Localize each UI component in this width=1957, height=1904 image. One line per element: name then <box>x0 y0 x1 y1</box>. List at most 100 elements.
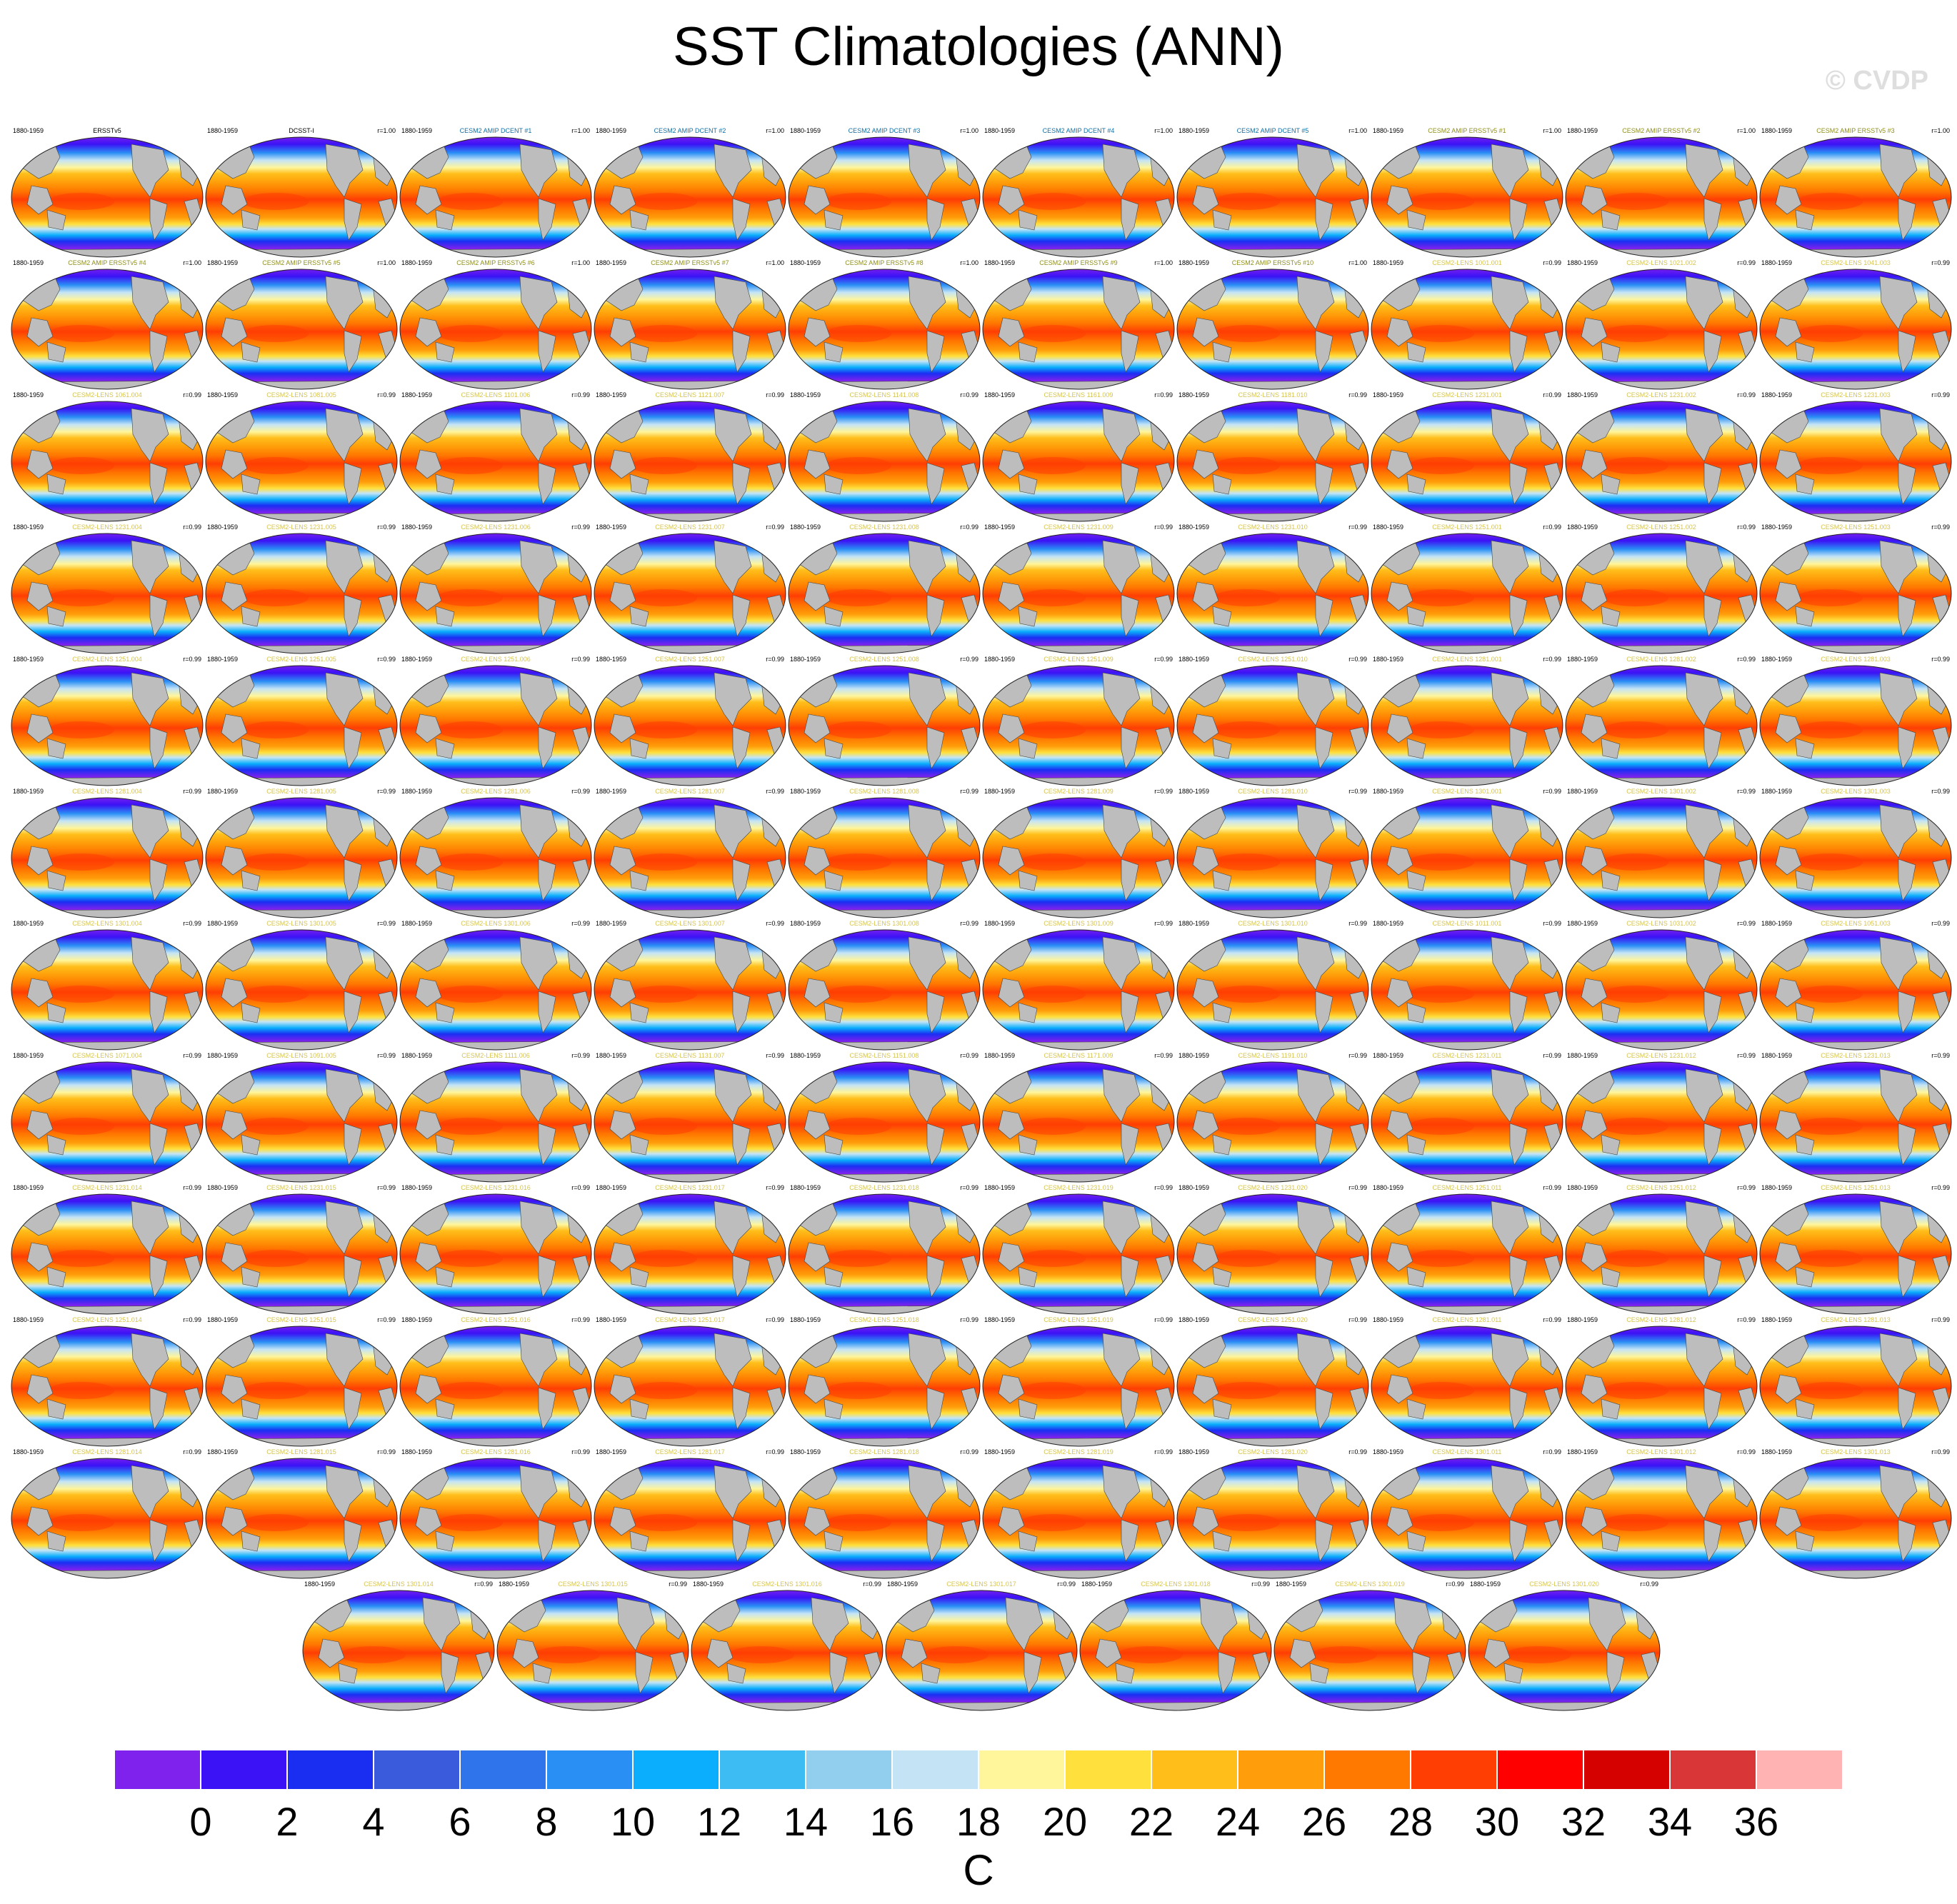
panel-correlation: r=0.99 <box>1737 920 1756 927</box>
world-map <box>399 664 593 787</box>
panel-period: 1880-1959 <box>596 1448 627 1455</box>
panel-period: 1880-1959 <box>1178 1316 1210 1323</box>
world-map <box>1564 664 1758 787</box>
world-map <box>10 136 204 259</box>
panel-name: CESM2-LENS 1251.018 <box>849 1316 919 1323</box>
panel-period: 1880-1959 <box>1178 656 1210 663</box>
panel-period: 1880-1959 <box>1081 1580 1113 1588</box>
world-map <box>1758 532 1953 655</box>
panel-correlation: r=0.99 <box>377 523 396 531</box>
map-panel: 1880-1959 CESM2-LENS 1251.003 r=0.99 <box>1758 523 1953 656</box>
map-panel: 1880-1959 CESM2-LENS 1251.017 r=0.99 <box>593 1316 787 1449</box>
panel-name: CESM2-LENS 1301.007 <box>655 920 725 927</box>
world-map <box>593 1061 787 1183</box>
panel-correlation: r=1.00 <box>960 259 978 266</box>
map-panel: 1880-1959 CESM2-LENS 1251.014 r=0.99 <box>10 1316 204 1449</box>
panel-period: 1880-1959 <box>1567 391 1598 399</box>
colorbar-box <box>1324 1750 1411 1790</box>
panel-name: CESM2-LENS 1251.013 <box>1821 1184 1891 1191</box>
panel-period: 1880-1959 <box>1373 1448 1404 1455</box>
world-map <box>399 532 593 655</box>
panel-name: CESM2 AMIP DCENT #3 <box>848 127 921 134</box>
panel-correlation: r=0.99 <box>960 1448 978 1455</box>
colorbar-tick-label: 36 <box>1733 1799 1779 1844</box>
panel-name: CESM2-LENS 1301.009 <box>1043 920 1113 927</box>
panel-period: 1880-1959 <box>1373 1316 1404 1323</box>
panel-name: CESM2-LENS 1251.004 <box>72 656 142 663</box>
panel-correlation: r=0.99 <box>1154 1448 1173 1455</box>
map-panel: 1880-1959 CESM2-LENS 1121.007 r=0.99 <box>593 391 787 524</box>
panel-name: CESM2-LENS 1301.002 <box>1626 788 1696 795</box>
panel-name: CESM2-LENS 1301.004 <box>72 920 142 927</box>
panel-period: 1880-1959 <box>1761 1052 1793 1059</box>
world-map <box>399 1457 593 1580</box>
panel-correlation: r=0.99 <box>1348 1052 1367 1059</box>
panel-period: 1880-1959 <box>790 259 821 266</box>
panel-period: 1880-1959 <box>207 656 239 663</box>
panel-period: 1880-1959 <box>596 391 627 399</box>
panel-period: 1880-1959 <box>1761 127 1793 134</box>
panel-correlation: r=0.99 <box>1348 1316 1367 1323</box>
world-map <box>787 268 981 391</box>
map-panel: 1880-1959 CESM2-LENS 1111.006 r=0.99 <box>399 1052 593 1185</box>
world-map <box>1370 1061 1564 1183</box>
panel-period: 1880-1959 <box>1373 127 1404 134</box>
panel-period: 1880-1959 <box>693 1580 724 1588</box>
panel-name: CESM2-LENS 1251.011 <box>1432 1184 1502 1191</box>
panel-period: 1880-1959 <box>401 788 433 795</box>
world-map <box>204 1193 399 1316</box>
map-panel: 1880-1959 CESM2-LENS 1301.010 r=0.99 <box>1176 920 1370 1053</box>
panel-correlation: r=0.99 <box>960 1184 978 1191</box>
world-map <box>1370 1193 1564 1316</box>
panel-name: CESM2-LENS 1251.017 <box>655 1316 725 1323</box>
panel-name: CESM2-LENS 1251.007 <box>655 656 725 663</box>
map-panel: 1880-1959 CESM2-LENS 1171.009 r=0.99 <box>981 1052 1176 1185</box>
panel-correlation: r=0.99 <box>571 656 590 663</box>
map-panel: 1880-1959 CESM2-LENS 1301.013 r=0.99 <box>1758 1448 1953 1581</box>
colorbar-box <box>1065 1750 1151 1790</box>
watermark-logo: © CVDP <box>1825 66 1928 96</box>
panel-correlation: r=0.99 <box>183 656 201 663</box>
world-map <box>204 268 399 391</box>
colorbar-tick-label: 34 <box>1647 1799 1693 1844</box>
world-map <box>1273 1589 1467 1712</box>
panel-correlation: r=0.99 <box>1931 656 1950 663</box>
panel-name: CESM2-LENS 1231.013 <box>1821 1052 1891 1059</box>
map-panel: 1880-1959 CESM2-LENS 1301.018 r=0.99 <box>1078 1580 1273 1713</box>
world-map <box>593 136 787 259</box>
world-map <box>496 1589 690 1712</box>
world-map <box>399 1193 593 1316</box>
colorbar-box <box>287 1750 374 1790</box>
panel-name: CESM2-LENS 1251.005 <box>266 656 336 663</box>
map-panel: 1880-1959 CESM2-LENS 1011.001 r=0.99 <box>1370 920 1564 1053</box>
panel-period: 1880-1959 <box>596 920 627 927</box>
colorbar-box <box>114 1750 201 1790</box>
world-map <box>593 1457 787 1580</box>
world-map <box>981 532 1176 655</box>
panel-name: CESM2-LENS 1251.009 <box>1043 656 1113 663</box>
panel-name: CESM2-LENS 1281.018 <box>849 1448 919 1455</box>
panel-name: CESM2-LENS 1061.004 <box>72 391 142 399</box>
world-map <box>1564 400 1758 523</box>
panel-name: CESM2-LENS 1151.008 <box>849 1052 919 1059</box>
panel-name: CESM2-LENS 1281.017 <box>655 1448 725 1455</box>
panel-name: CESM2 AMIP DCENT #1 <box>459 127 532 134</box>
panel-period: 1880-1959 <box>596 259 627 266</box>
colorbar-tick-label: 26 <box>1301 1799 1347 1844</box>
panel-period: 1880-1959 <box>984 920 1016 927</box>
colorbar-box <box>978 1750 1065 1790</box>
panel-correlation: r=0.99 <box>1737 1448 1756 1455</box>
panel-period: 1880-1959 <box>596 1184 627 1191</box>
panel-name: CESM2-LENS 1231.015 <box>266 1184 336 1191</box>
map-panel: 1880-1959 CESM2-LENS 1301.004 r=0.99 <box>10 920 204 1053</box>
panel-name: CESM2-LENS 1301.017 <box>946 1580 1016 1588</box>
panel-name: CESM2 AMIP DCENT #4 <box>1042 127 1115 134</box>
panel-name: CESM2-LENS 1281.015 <box>266 1448 336 1455</box>
panel-period: 1880-1959 <box>1761 656 1793 663</box>
world-map <box>399 928 593 1051</box>
panel-period: 1880-1959 <box>1567 656 1598 663</box>
panel-correlation: r=0.99 <box>1154 391 1173 399</box>
panel-period: 1880-1959 <box>596 523 627 531</box>
map-panel: 1880-1959 CESM2-LENS 1281.009 r=0.99 <box>981 788 1176 921</box>
panel-correlation: r=0.99 <box>377 656 396 663</box>
